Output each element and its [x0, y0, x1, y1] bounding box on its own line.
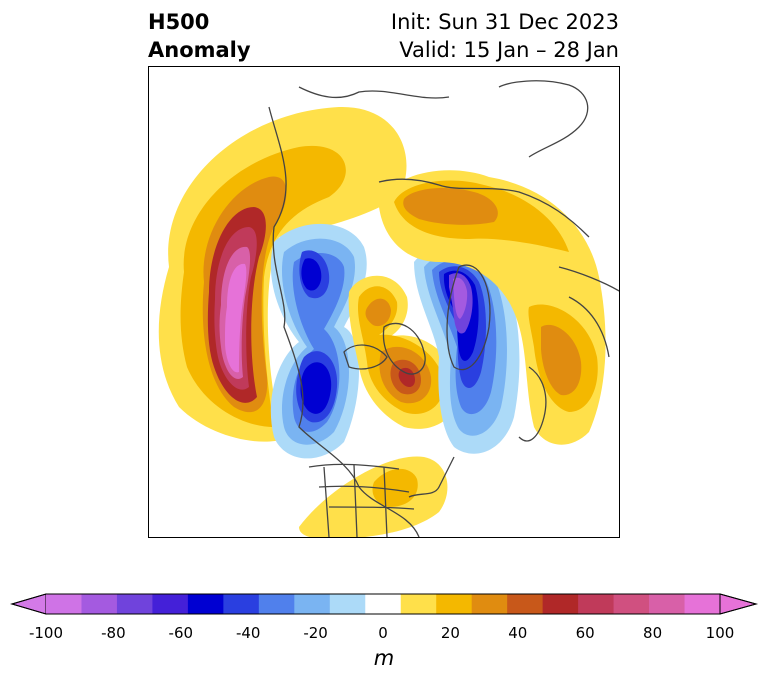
- north-america-negative-anomaly: [270, 223, 367, 459]
- colorbar-segment: [578, 594, 615, 614]
- title-line-2: Anomaly: [148, 38, 251, 62]
- colorbar-segment: [116, 594, 153, 614]
- colorbar-segment: [258, 594, 295, 614]
- units-label: m: [373, 646, 395, 670]
- chart-subtitle: Init: Sun 31 Dec 2023 Valid: 15 Jan – 28…: [391, 8, 619, 64]
- colorbar-segment: [471, 594, 508, 614]
- chart-title: H500 Anomaly: [148, 8, 251, 64]
- colorbar-segment: [400, 594, 437, 614]
- coastlines: [268, 80, 619, 537]
- colorbar-segment: [365, 594, 402, 614]
- colorbar-segment: [223, 594, 260, 614]
- colorbar-tick-label: 0: [378, 624, 388, 642]
- init-time: Init: Sun 31 Dec 2023: [390, 10, 619, 34]
- colorbar-tick-label: -80: [101, 624, 126, 642]
- title-line-1: H500: [148, 10, 210, 34]
- valid-period: Valid: 15 Jan – 28 Jan: [399, 38, 619, 62]
- colorbar-segment: [187, 594, 224, 614]
- colorbar-segment: [152, 594, 189, 614]
- pacific-positive-anomaly: [158, 106, 407, 442]
- colorbar-segment: [329, 594, 366, 614]
- colorbar-segment: [613, 594, 650, 614]
- colorbar-segment: [684, 594, 721, 614]
- colorbar: [10, 593, 758, 615]
- colorbar-segment: [542, 594, 579, 614]
- colorbar-tick-label: 20: [440, 624, 460, 642]
- southeast-us-positive-anomaly: [299, 456, 448, 537]
- colorbar-tick-label: 80: [643, 624, 663, 642]
- colorbar-segment: [81, 594, 118, 614]
- anomaly-map: [148, 66, 620, 538]
- colorbar-segment: [649, 594, 686, 614]
- colorbar-segment: [507, 594, 544, 614]
- europe-positive-anomaly: [379, 170, 606, 445]
- colorbar-tick-label: 60: [575, 624, 595, 642]
- colorbar-segment: [294, 594, 331, 614]
- anomaly-map-svg: [158, 80, 619, 537]
- colorbar-segment: [46, 594, 82, 614]
- colorbar-extend-max: [719, 593, 758, 615]
- colorbar-tick-label: -100: [28, 624, 64, 642]
- colorbar-extend-min: [10, 593, 47, 615]
- colorbar-tick-label: -20: [303, 624, 328, 642]
- colorbar-segment: [436, 594, 473, 614]
- colorbar-tick-label: 100: [705, 624, 735, 642]
- colorbar-tick-label: -40: [235, 624, 261, 642]
- colorbar-outline: [10, 593, 758, 615]
- greenland-negative-anomaly: [414, 243, 520, 454]
- colorbar-tick-label: -60: [168, 624, 194, 642]
- hudson-bay-positive-anomaly: [348, 275, 460, 429]
- colorbar-tick-label: 40: [508, 624, 528, 642]
